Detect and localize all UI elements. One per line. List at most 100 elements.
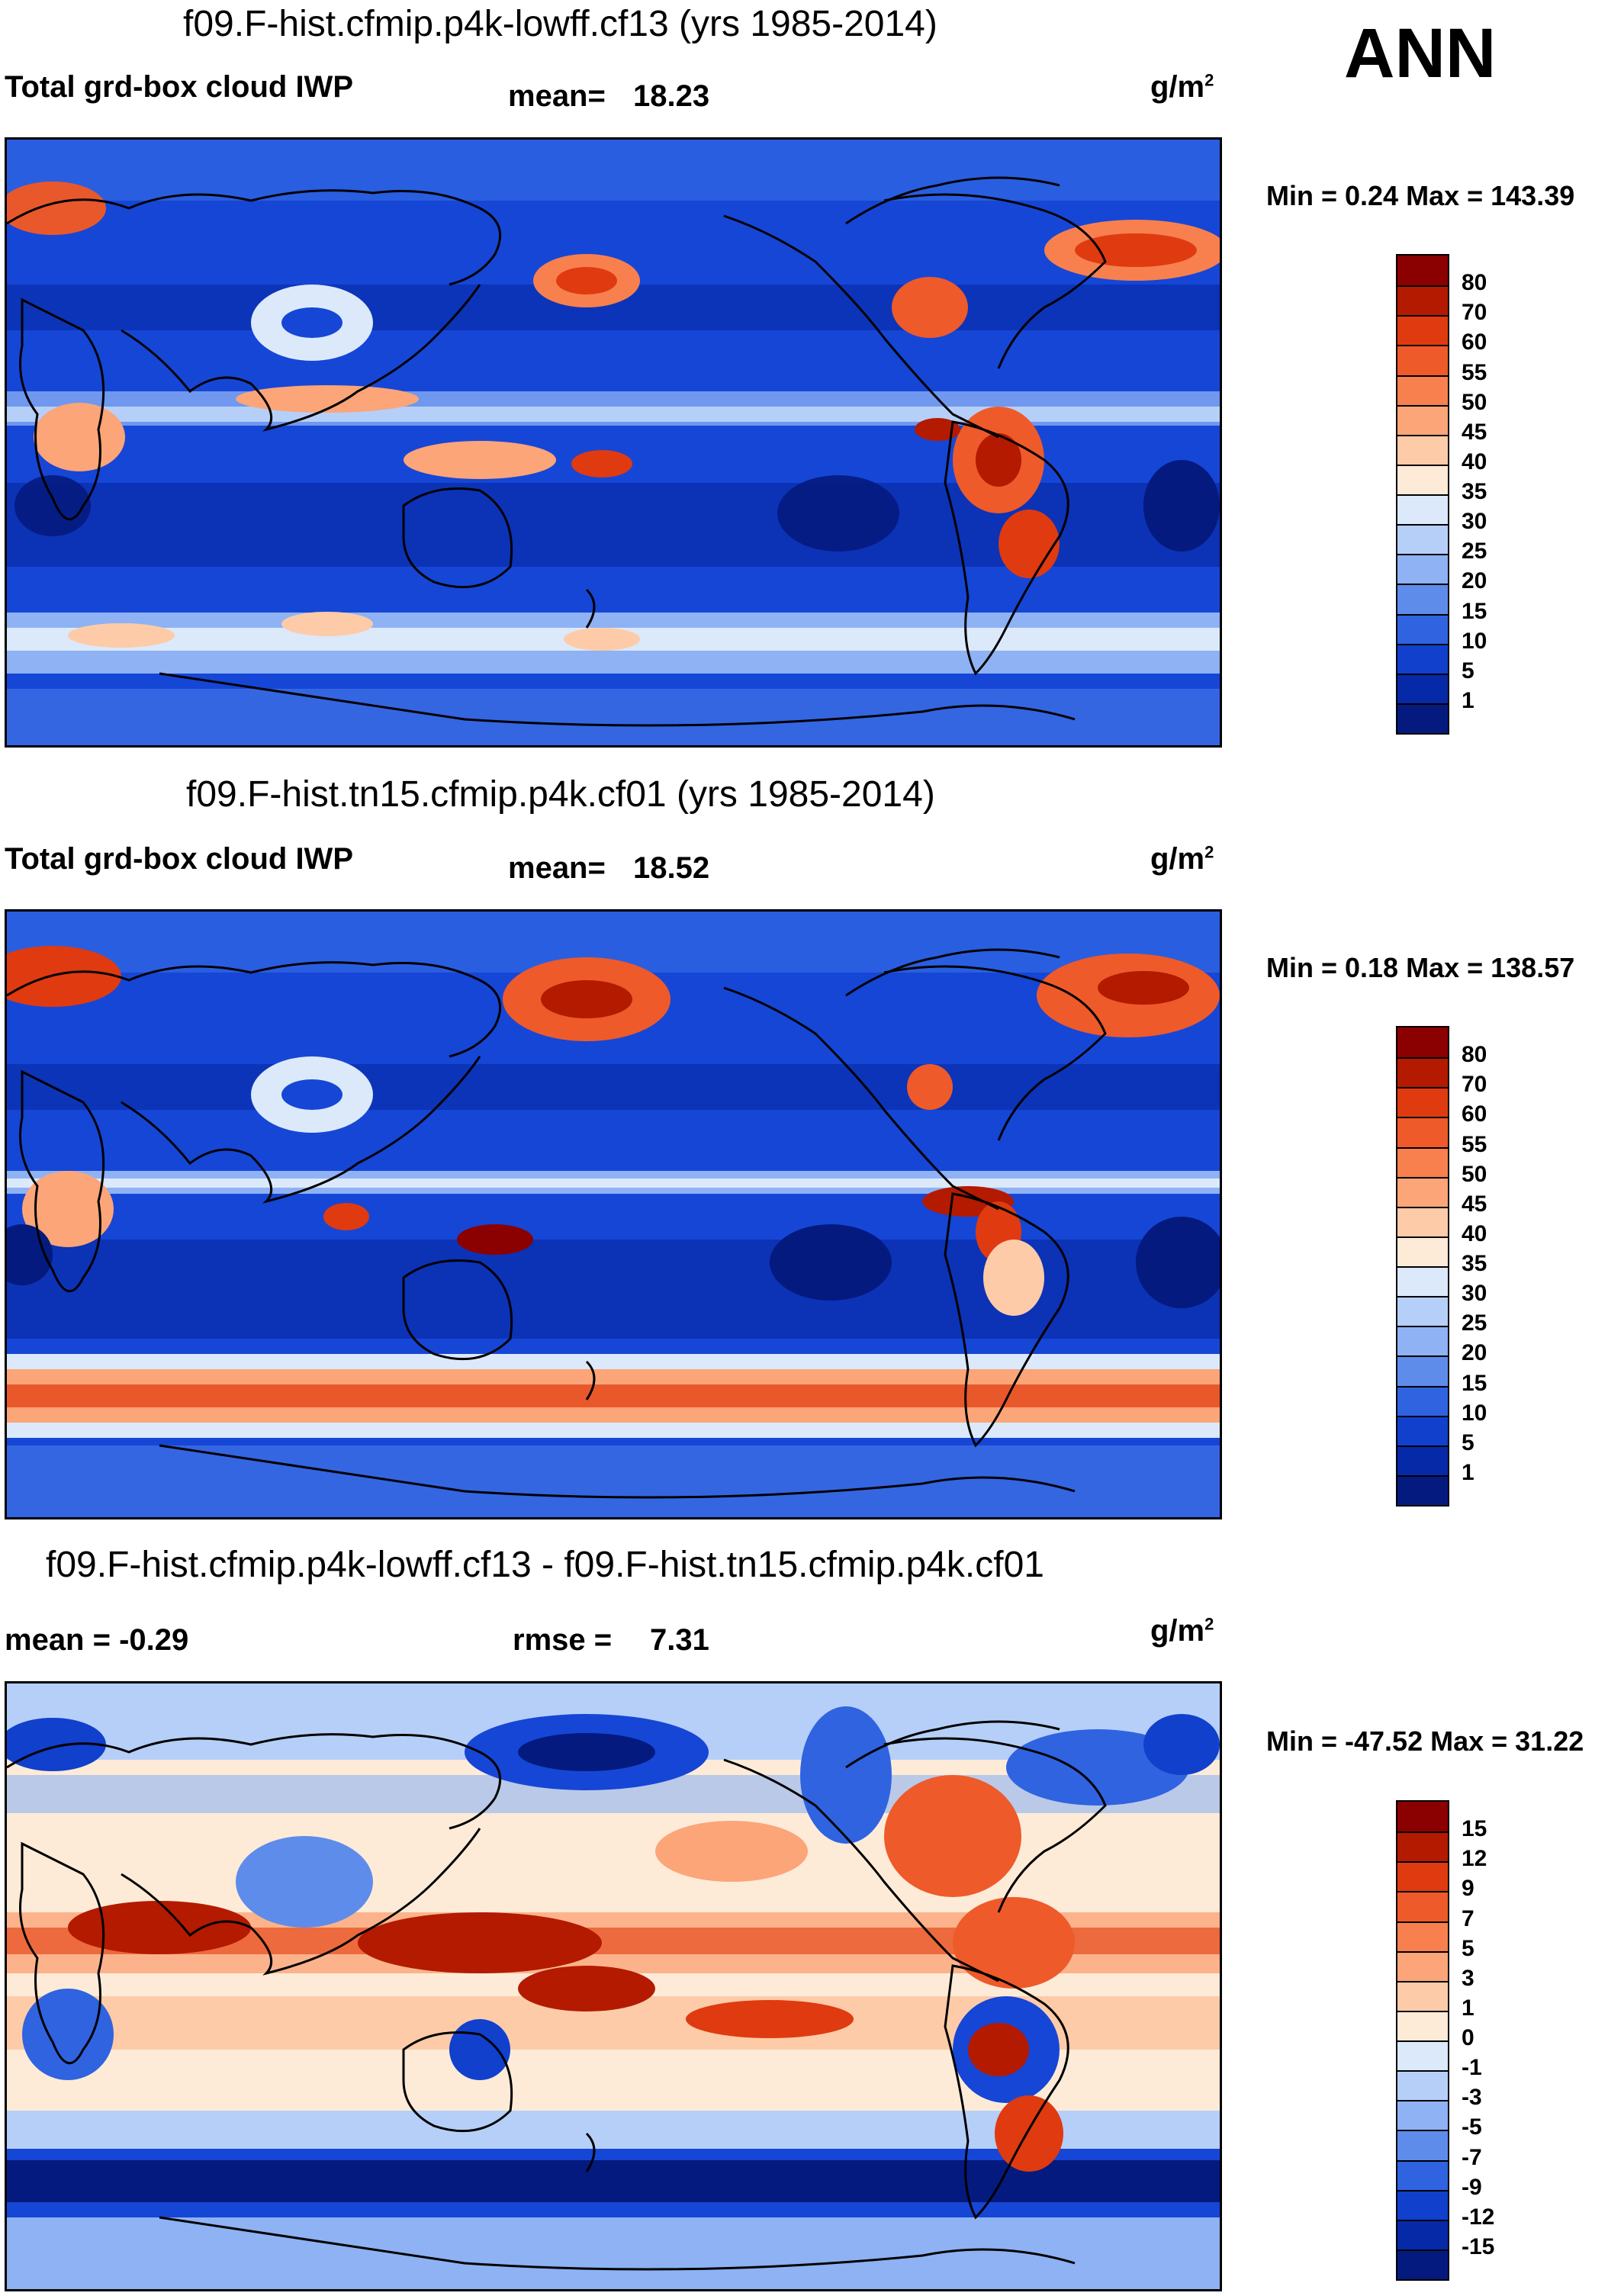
- colorbar-tick-label: 15: [1462, 598, 1487, 624]
- colorbar-tick-label: 70: [1462, 1072, 1487, 1098]
- panel-2-colorbar: [1396, 1026, 1449, 1507]
- colorbar-tick-label: -9: [1462, 2174, 1482, 2200]
- panel-1-units: g/m2: [1150, 70, 1214, 104]
- colorbar-swatch: [1397, 1891, 1448, 1921]
- colorbar-swatch: [1397, 613, 1448, 644]
- colorbar-tick-label: 3: [1462, 1965, 1474, 1991]
- colorbar-swatch: [1397, 1950, 1448, 1981]
- colorbar-tick-label: 55: [1462, 359, 1487, 385]
- colorbar-swatch: [1397, 1087, 1448, 1117]
- colorbar-swatch: [1397, 315, 1448, 346]
- colorbar-swatch: [1397, 2070, 1448, 2101]
- colorbar-tick-label: -3: [1462, 2085, 1482, 2111]
- colorbar-tick-label: -12: [1462, 2204, 1495, 2230]
- colorbar-swatch: [1397, 1296, 1448, 1326]
- panel-1-mean-label: mean=: [508, 79, 606, 113]
- panel-2-mean-label: mean=: [508, 851, 606, 885]
- colorbar-swatch: [1397, 1445, 1448, 1475]
- colorbar-swatch: [1397, 285, 1448, 316]
- colorbar-tick-label: -15: [1462, 2233, 1495, 2259]
- panel-3-minmax: Min = -47.52 Max = 31.22: [1266, 1725, 1584, 1757]
- colorbar-swatch: [1397, 584, 1448, 614]
- colorbar-tick-label: 70: [1462, 300, 1487, 326]
- panel-2-map-field: [7, 912, 1220, 1517]
- colorbar-tick-label: 50: [1462, 1161, 1487, 1187]
- colorbar-tick-label: 40: [1462, 1220, 1487, 1246]
- colorbar-tick-label: 25: [1462, 539, 1487, 564]
- colorbar-tick-label: 12: [1462, 1846, 1487, 1872]
- colorbar-swatch: [1397, 1176, 1448, 1207]
- colorbar-tick-label: 20: [1462, 1340, 1487, 1366]
- colorbar-tick-label: 7: [1462, 1905, 1474, 1931]
- colorbar-tick-label: 80: [1462, 270, 1487, 296]
- colorbar-tick-label: 55: [1462, 1131, 1487, 1157]
- colorbar-tick-label: 15: [1462, 1816, 1487, 1842]
- panel-3-mean-label: mean = -0.29: [5, 1623, 189, 1657]
- colorbar-swatch: [1397, 404, 1448, 435]
- colorbar-swatch: [1397, 1206, 1448, 1236]
- colorbar-tick-label: 15: [1462, 1370, 1487, 1396]
- colorbar-swatch: [1397, 1236, 1448, 1266]
- colorbar-swatch: [1397, 643, 1448, 674]
- colorbar-swatch: [1397, 1831, 1448, 1862]
- colorbar-swatch: [1397, 256, 1448, 286]
- colorbar-swatch: [1397, 1921, 1448, 1951]
- colorbar-tick-label: -5: [1462, 2114, 1482, 2140]
- colorbar-swatch: [1397, 1385, 1448, 1416]
- panel-1-map-field: [7, 140, 1220, 745]
- colorbar-tick-label: 50: [1462, 389, 1487, 415]
- colorbar-tick-label: 1: [1462, 687, 1474, 713]
- colorbar-swatch: [1397, 1057, 1448, 1088]
- panel-1-mean-value: 18.23: [633, 79, 710, 113]
- colorbar-swatch: [1397, 464, 1448, 494]
- colorbar-tick-label: 20: [1462, 568, 1487, 594]
- colorbar-tick-label: 5: [1462, 1429, 1474, 1455]
- colorbar-tick-label: 9: [1462, 1876, 1474, 1902]
- colorbar-swatch: [1397, 375, 1448, 405]
- colorbar-tick-label: 45: [1462, 419, 1487, 445]
- panel-2-minmax: Min = 0.18 Max = 138.57: [1266, 952, 1575, 983]
- panel-1-colorbar: [1396, 254, 1449, 735]
- colorbar-swatch: [1397, 1355, 1448, 1386]
- colorbar-swatch: [1397, 345, 1448, 375]
- colorbar-tick-label: 5: [1462, 1935, 1474, 1961]
- panel-2-title: f09.F-hist.tn15.cfmip.p4k.cf01 (yrs 1985…: [186, 774, 935, 815]
- colorbar-tick-label: 10: [1462, 1400, 1487, 1426]
- colorbar-swatch: [1397, 1474, 1448, 1505]
- colorbar-tick-label: 30: [1462, 1281, 1487, 1307]
- colorbar-swatch: [1397, 1266, 1448, 1297]
- colorbar-swatch: [1397, 2010, 1448, 2040]
- colorbar-swatch: [1397, 1027, 1448, 1058]
- panel-3-map: [5, 1681, 1222, 2291]
- colorbar-tick-label: 40: [1462, 449, 1487, 474]
- colorbar-swatch: [1397, 1802, 1448, 1832]
- panel-2-variable-label: Total grd-box cloud IWP: [5, 842, 353, 876]
- panel-1-title: f09.F-hist.cfmip.p4k-lowff.cf13 (yrs 198…: [183, 4, 937, 44]
- colorbar-swatch: [1397, 2249, 1448, 2279]
- colorbar-tick-label: 1: [1462, 1995, 1474, 2021]
- panel-3-rmse-label: rmse =: [513, 1623, 613, 1657]
- colorbar-swatch: [1397, 2130, 1448, 2160]
- colorbar-swatch: [1397, 2159, 1448, 2190]
- panel-1-map: [5, 137, 1222, 748]
- colorbar-tick-label: 35: [1462, 1251, 1487, 1276]
- colorbar-tick-label: 80: [1462, 1042, 1487, 1068]
- colorbar-swatch: [1397, 1117, 1448, 1147]
- colorbar-tick-label: -7: [1462, 2144, 1482, 2170]
- colorbar-tick-label: -1: [1462, 2055, 1482, 2081]
- colorbar-swatch: [1397, 494, 1448, 525]
- panel-3-colorbar: [1396, 1800, 1449, 2281]
- colorbar-tick-label: 60: [1462, 330, 1487, 355]
- panel-1-minmax: Min = 0.24 Max = 143.39: [1266, 180, 1575, 211]
- panel-2-map: [5, 909, 1222, 1519]
- colorbar-tick-label: 45: [1462, 1191, 1487, 1217]
- colorbar-swatch: [1397, 1415, 1448, 1445]
- colorbar-tick-label: 35: [1462, 479, 1487, 504]
- colorbar-tick-label: 1: [1462, 1459, 1474, 1485]
- colorbar-tick-label: 30: [1462, 509, 1487, 535]
- colorbar-swatch: [1397, 703, 1448, 733]
- colorbar-swatch: [1397, 1861, 1448, 1892]
- colorbar-swatch: [1397, 554, 1448, 584]
- panel-1-variable-label: Total grd-box cloud IWP: [5, 70, 353, 104]
- colorbar-tick-label: 5: [1462, 658, 1474, 683]
